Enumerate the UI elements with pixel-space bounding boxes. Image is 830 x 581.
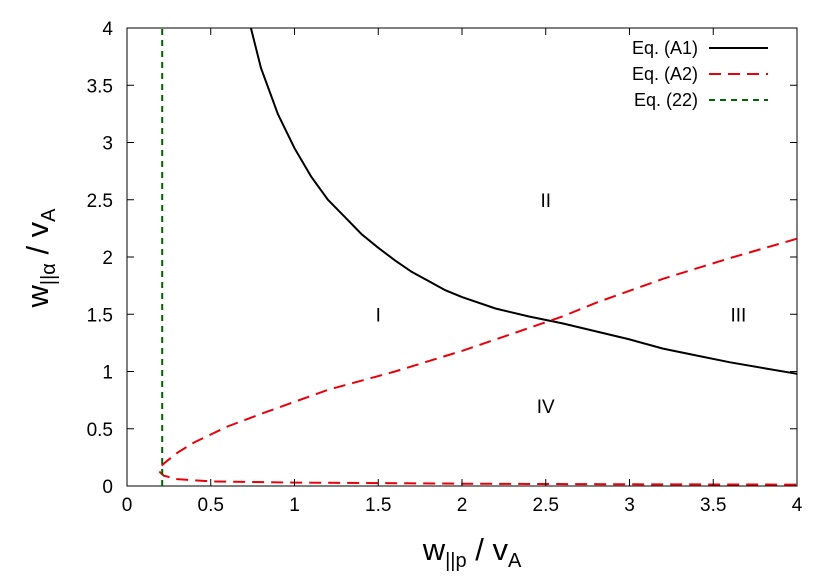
y-tick-label: 0 bbox=[102, 477, 113, 498]
region-label: II bbox=[540, 191, 551, 212]
y-tick-label: 0.5 bbox=[87, 420, 113, 441]
legend: Eq. (A1) Eq. (A2) Eq. (22) bbox=[632, 38, 768, 110]
legend-label: Eq. (A1) bbox=[632, 38, 698, 58]
y-tick-label: 1.5 bbox=[87, 305, 113, 326]
y-tick-label: 1 bbox=[102, 363, 113, 384]
x-axis: 0 0.5 1 1.5 2 2.5 3 3.5 4 bbox=[122, 28, 803, 516]
x-tick-label: 4 bbox=[792, 495, 803, 516]
region-label: III bbox=[730, 305, 746, 326]
region-label: I bbox=[376, 305, 381, 326]
x-tick-label: 0 bbox=[122, 495, 133, 516]
x-tick-label: 1.5 bbox=[365, 495, 391, 516]
y-axis: 0 0.5 1 1.5 2 2.5 3 3.5 4 bbox=[87, 19, 797, 498]
y-axis-title: w||α / vA bbox=[20, 208, 60, 309]
y-tick-label: 2 bbox=[102, 248, 113, 269]
x-tick-label: 1 bbox=[289, 495, 300, 516]
y-tick-label: 4 bbox=[102, 19, 113, 40]
y-tick-label: 3 bbox=[102, 134, 113, 155]
series-line bbox=[249, 27, 798, 375]
series-layer bbox=[157, 27, 798, 486]
y-tick-label: 2.5 bbox=[87, 191, 113, 212]
x-tick-label: 2 bbox=[457, 495, 468, 516]
series-line bbox=[157, 237, 798, 486]
region-label: IV bbox=[537, 397, 555, 418]
x-tick-label: 3 bbox=[624, 495, 635, 516]
y-tick-label: 3.5 bbox=[87, 76, 113, 97]
legend-label: Eq. (22) bbox=[634, 90, 698, 110]
x-tick-label: 3.5 bbox=[700, 495, 726, 516]
x-tick-label: 2.5 bbox=[533, 495, 559, 516]
legend-label: Eq. (A2) bbox=[632, 64, 698, 84]
x-tick-label: 0.5 bbox=[198, 495, 224, 516]
x-axis-title: w||p / vA bbox=[422, 532, 522, 572]
